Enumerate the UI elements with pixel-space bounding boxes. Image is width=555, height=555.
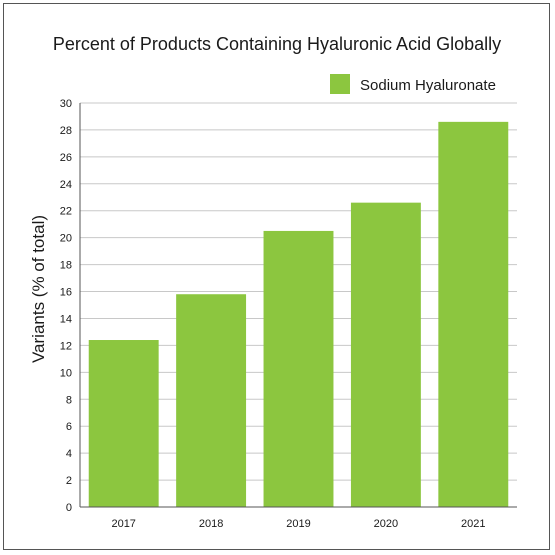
y-axis-label: Variants (% of total) <box>29 215 48 363</box>
y-tick-label-22: 22 <box>60 206 72 218</box>
x-tick-label-2021: 2021 <box>461 518 485 530</box>
bar-2020 <box>350 202 421 508</box>
axes <box>79 103 517 508</box>
y-tick-label-16: 16 <box>60 287 72 299</box>
y-tick-label-14: 14 <box>60 313 72 325</box>
x-tick-label-2019: 2019 <box>286 518 310 530</box>
y-tick-label-12: 12 <box>60 340 72 352</box>
x-tick-label-2017: 2017 <box>111 518 135 530</box>
y-tick-label-6: 6 <box>66 421 72 433</box>
legend-label-sodium-hyaluronate: Sodium Hyaluronate <box>360 77 496 94</box>
bar-2021 <box>438 121 509 507</box>
y-tick-label-0: 0 <box>66 502 72 514</box>
bar-2018 <box>176 294 247 507</box>
y-tick-label-10: 10 <box>60 367 72 379</box>
y-tick-label-28: 28 <box>60 125 72 137</box>
x-tick-label-2018: 2018 <box>199 518 223 530</box>
legend-swatch-sodium-hyaluronate <box>330 74 350 94</box>
y-tick-label-20: 20 <box>60 233 72 245</box>
y-tick-label-2: 2 <box>66 475 72 487</box>
bar-2019 <box>263 230 334 507</box>
y-tick-label-24: 24 <box>60 179 72 191</box>
bar-2017 <box>88 340 159 507</box>
bars <box>88 121 509 508</box>
y-tick-label-8: 8 <box>66 394 72 406</box>
y-tick-label-26: 26 <box>60 152 72 164</box>
y-tick-label-18: 18 <box>60 260 72 272</box>
chart-title: Percent of Products Containing Hyaluroni… <box>53 34 501 54</box>
y-tick-label-4: 4 <box>66 448 72 460</box>
x-tick-label-2020: 2020 <box>374 518 398 530</box>
x-axis-ticks: 2017 2018 2019 2020 2021 <box>111 518 485 530</box>
y-tick-label-30: 30 <box>60 98 72 110</box>
